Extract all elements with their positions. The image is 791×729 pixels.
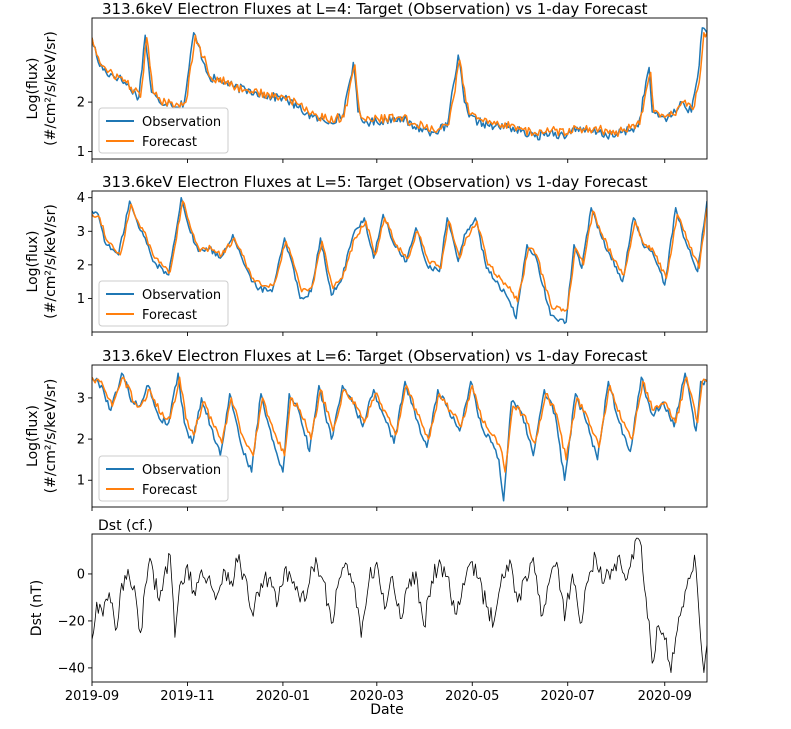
chart-title: Dst (cf.) (98, 518, 153, 534)
plot-frame (91, 533, 708, 683)
y-axis-label-line1: Log(flux) (25, 58, 41, 120)
y-axis-label: Dst (nT) (29, 580, 45, 636)
series-line-forecast (92, 200, 707, 312)
legend-label-observation: Observation (142, 115, 221, 130)
legend: Observation Forecast (98, 107, 229, 154)
y-tick-label: −20 (58, 614, 85, 629)
y-axis-label-line2: (#/cm²/s/keV/sr) (43, 379, 59, 494)
x-tick-label: 2020-03 (350, 689, 404, 704)
chart-panel-2: 313.6keV Electron Fluxes at L=5: Target … (25, 173, 708, 336)
legend-label-forecast: Forecast (142, 308, 197, 323)
legend: Observation Forecast (98, 455, 229, 502)
y-tick-label: 2 (77, 433, 85, 448)
series-group (92, 537, 707, 673)
series-line-observation (92, 196, 707, 325)
x-tick-label: 2020-09 (638, 689, 692, 704)
x-tick-label: 2020-01 (256, 689, 310, 704)
legend-label-forecast: Forecast (142, 483, 197, 498)
y-axis-label-line2: (#/cm²/s/keV/sr) (43, 31, 59, 146)
chart-panel-3: 313.6keV Electron Fluxes at L=6: Target … (25, 347, 708, 511)
series-group (92, 372, 707, 502)
y-tick-label: 1 (77, 292, 85, 307)
chart-panel-1: 313.6keV Electron Fluxes at L=4: Target … (25, 0, 708, 163)
y-tick-label: 2 (77, 96, 85, 111)
y-tick-label: 1 (77, 474, 85, 489)
legend: Observation Forecast (98, 280, 229, 327)
chart-title: 313.6keV Electron Fluxes at L=5: Target … (102, 173, 648, 191)
y-tick-label: 3 (77, 225, 85, 240)
plot-frame (91, 364, 708, 508)
legend-label-forecast: Forecast (142, 135, 197, 150)
chart-title: 313.6keV Electron Fluxes at L=6: Target … (102, 347, 648, 365)
series-line-dst (92, 537, 707, 673)
x-tick-label: 2020-05 (445, 689, 499, 704)
series-line-observation (92, 27, 707, 141)
series-group (92, 196, 707, 325)
series-group (92, 27, 707, 141)
plot-frame (91, 190, 708, 333)
y-axis-label-line1: Log(flux) (25, 405, 41, 467)
chart-panel-4: Dst (cf.) −40 −20 0 2019-09 2019-11 2020-01 202… (29, 518, 708, 704)
x-tick-label: 2019-09 (65, 689, 119, 704)
legend-label-observation: Observation (142, 463, 221, 478)
x-axis-label: Date (370, 702, 403, 718)
panels: 313.6keV Electron Fluxes at L=4: Target … (25, 0, 708, 704)
x-tick-label: 2019-11 (160, 689, 214, 704)
y-axis-label-line1: Log(flux) (25, 231, 41, 293)
y-tick-label: 0 (77, 567, 85, 582)
chart-title: 313.6keV Electron Fluxes at L=4: Target … (102, 0, 648, 18)
legend-label-observation: Observation (142, 288, 221, 303)
y-axis-label-line2: (#/cm²/s/keV/sr) (43, 204, 59, 319)
plot-frame (91, 17, 708, 160)
y-tick-label: 2 (77, 258, 85, 273)
y-tick-label: 1 (77, 145, 85, 160)
series-line-forecast (92, 376, 707, 473)
series-line-forecast (92, 32, 707, 138)
x-tick-label: 2020-07 (541, 689, 595, 704)
y-tick-label: −40 (58, 661, 85, 676)
y-tick-label: 4 (77, 191, 85, 206)
y-tick-label: 3 (77, 391, 85, 406)
